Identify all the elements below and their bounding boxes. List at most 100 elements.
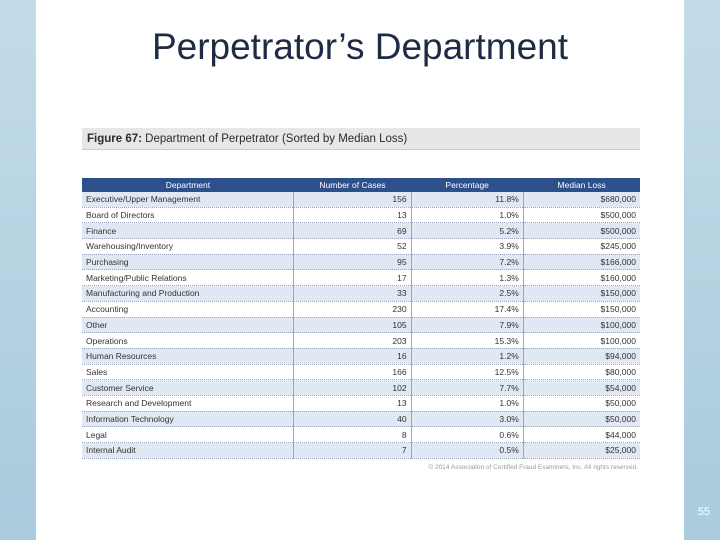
table-row: Executive/Upper Management 156 11.8% $680,0… — [82, 192, 640, 208]
cell-department: Sales — [82, 364, 295, 381]
cell-percentage: 3.0% — [411, 411, 524, 428]
cell-number-of-cases: 13 — [293, 207, 412, 224]
cell-median-loss: $100,000 — [523, 332, 640, 349]
cell-percentage: 1.2% — [411, 348, 524, 365]
table-row: Customer Service 102 7.7% $54,000 — [82, 379, 640, 396]
slide-title: Perpetrator’s Department — [151, 26, 569, 67]
cell-percentage: 0.6% — [411, 426, 524, 443]
table-row: Marketing/Public Relations 17 1.3% $160,000 — [82, 269, 640, 287]
cell-percentage: 1.3% — [411, 269, 524, 287]
cell-percentage: 12.5% — [411, 364, 524, 381]
cell-percentage: 17.4% — [411, 301, 524, 318]
cell-number-of-cases: 8 — [293, 426, 412, 443]
cell-percentage: 2.5% — [411, 285, 524, 302]
cell-median-loss: $680,000 — [523, 192, 640, 208]
cell-department: Accounting — [82, 301, 295, 318]
table-row: Other 105 7.9% $100,000 — [82, 317, 640, 334]
table-row: Purchasing 95 7.2% $166,000 — [82, 254, 640, 271]
cell-department: Human Resources — [82, 348, 295, 365]
cell-median-loss: $50,000 — [523, 395, 640, 412]
col-header-number-of-cases: Number of Cases — [293, 178, 412, 192]
table-row: Accounting 230 17.4% $150,000 — [82, 301, 640, 318]
cell-median-loss: $245,000 — [523, 238, 640, 255]
department-table: Department Number of Cases Percentage Me… — [82, 178, 640, 459]
cell-percentage: 7.9% — [411, 317, 524, 334]
cell-median-loss: $150,000 — [523, 285, 640, 302]
table-row: Board of Directors 13 1.0% $500,000 — [82, 207, 640, 224]
cell-department: Customer Service — [82, 379, 295, 396]
cell-percentage: 5.2% — [411, 222, 524, 240]
cell-median-loss: $166,000 — [523, 254, 640, 271]
table-header-row: Department Number of Cases Percentage Me… — [82, 178, 640, 192]
cell-number-of-cases: 230 — [293, 301, 412, 318]
cell-number-of-cases: 17 — [293, 269, 412, 287]
cell-department: Board of Directors — [82, 207, 295, 224]
table-row: Operations 203 15.3% $100,000 — [82, 332, 640, 349]
table-row: Research and Development 13 1.0% $50,000 — [82, 395, 640, 412]
cell-percentage: 15.3% — [411, 332, 524, 349]
cell-median-loss: $50,000 — [523, 411, 640, 428]
cell-department: Warehousing/Inventory — [82, 238, 295, 255]
table-body: Executive/Upper Management 156 11.8% $680,0… — [82, 192, 640, 459]
table-row: Internal Audit 7 0.5% $25,000 — [82, 442, 640, 459]
cell-number-of-cases: 102 — [293, 379, 412, 396]
cell-median-loss: $160,000 — [523, 269, 640, 287]
cell-median-loss: $94,000 — [523, 348, 640, 365]
cell-median-loss: $80,000 — [523, 364, 640, 381]
cell-number-of-cases: 13 — [293, 395, 412, 412]
cell-department: Operations — [82, 332, 295, 349]
cell-median-loss: $44,000 — [523, 426, 640, 443]
cell-percentage: 7.2% — [411, 254, 524, 271]
cell-median-loss: $150,000 — [523, 301, 640, 318]
cell-department: Research and Development — [82, 395, 295, 412]
cell-median-loss: $500,000 — [523, 207, 640, 224]
cell-percentage: 0.5% — [411, 442, 524, 459]
cell-number-of-cases: 52 — [293, 238, 412, 255]
table-row: Manufacturing and Production 33 2.5% $150,0… — [82, 285, 640, 302]
cell-department: Purchasing — [82, 254, 295, 271]
cell-percentage: 1.0% — [411, 207, 524, 224]
cell-department: Other — [82, 317, 295, 334]
cell-number-of-cases: 40 — [293, 411, 412, 428]
cell-number-of-cases: 33 — [293, 285, 412, 302]
figure-caption-text: Department of Perpetrator (Sorted by Med… — [145, 133, 408, 145]
table-row: Information Technology 40 3.0% $50,000 — [82, 411, 640, 428]
cell-percentage: 11.8% — [411, 192, 524, 208]
left-side-bar — [0, 0, 36, 540]
cell-median-loss: $25,000 — [523, 442, 640, 459]
cell-department: Marketing/Public Relations — [82, 269, 295, 287]
col-header-median-loss: Median Loss — [523, 178, 640, 192]
cell-percentage: 1.0% — [411, 395, 524, 412]
cell-number-of-cases: 105 — [293, 317, 412, 334]
figure-label: Figure 67: — [87, 133, 142, 145]
right-side-bar — [684, 0, 720, 540]
cell-department: Executive/Upper Management — [82, 192, 295, 208]
table-row: Human Resources 16 1.2% $94,000 — [82, 348, 640, 365]
cell-department: Finance — [82, 222, 295, 240]
cell-median-loss: $54,000 — [523, 379, 640, 396]
figure-caption: Figure 67: Department of Perpetrator (So… — [82, 128, 640, 150]
cell-department: Internal Audit — [82, 442, 295, 459]
cell-department: Manufacturing and Production — [82, 285, 295, 302]
col-header-percentage: Percentage — [411, 178, 524, 192]
cell-number-of-cases: 203 — [293, 332, 412, 349]
cell-number-of-cases: 95 — [293, 254, 412, 271]
cell-number-of-cases: 156 — [293, 192, 412, 208]
copyright-notice: © 2014 Association of Certified Fraud Ex… — [428, 464, 638, 471]
page-number: 55 — [697, 506, 710, 518]
cell-number-of-cases: 16 — [293, 348, 412, 365]
cell-percentage: 7.7% — [411, 379, 524, 396]
col-header-department: Department — [82, 178, 294, 192]
table-row: Legal 8 0.6% $44,000 — [82, 426, 640, 443]
cell-percentage: 3.9% — [411, 238, 524, 255]
cell-department: Legal — [82, 426, 295, 443]
table-row: Sales 166 12.5% $80,000 — [82, 364, 640, 381]
table-row: Finance 69 5.2% $500,000 — [82, 222, 640, 240]
table-row: Warehousing/Inventory 52 3.9% $245,000 — [82, 238, 640, 255]
cell-number-of-cases: 166 — [293, 364, 412, 381]
cell-median-loss: $100,000 — [523, 317, 640, 334]
cell-median-loss: $500,000 — [523, 222, 640, 240]
cell-department: Information Technology — [82, 411, 295, 428]
cell-number-of-cases: 7 — [293, 442, 412, 459]
cell-number-of-cases: 69 — [293, 222, 412, 240]
